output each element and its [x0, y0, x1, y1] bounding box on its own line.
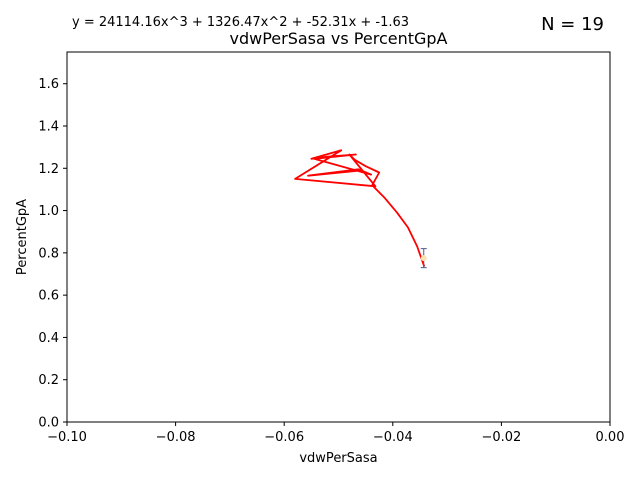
fit-curve-line	[294, 149, 426, 267]
y-axis: 0.0 0.2 0.4 0.6 0.8 1.0 1.2 1.4 1.6	[38, 77, 67, 431]
y-tick-label: 1.0	[38, 204, 59, 219]
y-tick-label: 1.2	[38, 162, 59, 177]
data-point	[420, 255, 427, 262]
x-tick-label: −0.08	[156, 430, 196, 445]
equation-label: y = 24114.16x^3 + 1326.47x^2 + -52.31x +…	[72, 15, 409, 30]
x-tick-label: −0.04	[373, 430, 413, 445]
y-tick-label: 1.6	[38, 77, 59, 92]
x-tick-label: −0.10	[47, 430, 87, 445]
x-axis-label: vdwPerSasa	[299, 451, 377, 466]
data-layer	[294, 149, 427, 269]
sample-count-label: N = 19	[541, 14, 604, 35]
y-tick-label: 0.8	[38, 246, 59, 261]
y-tick-label: 0.4	[38, 331, 59, 346]
x-tick-label: 0.00	[596, 430, 625, 445]
x-axis: −0.10 −0.08 −0.06 −0.04 −0.02 0.00	[47, 422, 624, 445]
y-tick-label: 0.2	[38, 373, 59, 388]
plot-area: −0.10 −0.08 −0.06 −0.04 −0.02 0.00 0.00.20.40…	[38, 51, 624, 445]
x-tick-label: −0.06	[264, 430, 304, 445]
chart-title: vdwPerSasa vs PercentGpA	[230, 29, 448, 48]
y-tick-label: 0.0	[38, 416, 59, 431]
axes-frame	[66, 51, 611, 423]
y-tick-label: 1.4	[38, 120, 59, 135]
y-tick-label: 0.6	[38, 289, 59, 304]
y-axis-label: PercentGpA	[15, 199, 30, 275]
x-tick-label: −0.02	[481, 430, 521, 445]
